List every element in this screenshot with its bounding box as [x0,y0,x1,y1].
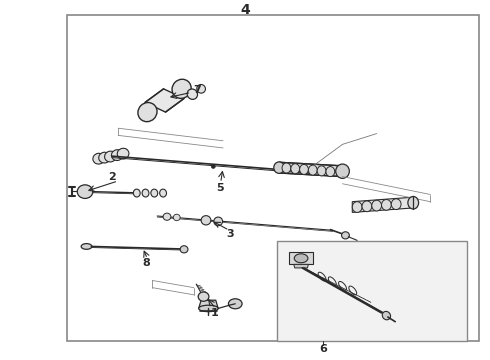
Ellipse shape [198,292,209,301]
Ellipse shape [372,200,382,211]
Text: 7: 7 [194,85,201,95]
Ellipse shape [172,79,191,98]
Ellipse shape [336,164,349,179]
Polygon shape [145,89,184,112]
Ellipse shape [382,311,391,320]
Ellipse shape [198,305,218,312]
Ellipse shape [408,197,418,209]
Ellipse shape [187,89,197,99]
Ellipse shape [308,165,317,175]
Ellipse shape [299,165,308,175]
Ellipse shape [142,189,149,197]
Ellipse shape [282,163,291,173]
Text: 1: 1 [211,308,219,318]
Polygon shape [352,197,411,212]
Ellipse shape [138,103,157,122]
Ellipse shape [77,185,93,198]
Ellipse shape [173,214,180,221]
Polygon shape [289,252,313,264]
Text: 4: 4 [240,3,250,17]
Ellipse shape [197,85,205,93]
Ellipse shape [180,246,188,253]
Ellipse shape [211,165,215,168]
Ellipse shape [294,254,308,263]
Text: 6: 6 [319,343,327,354]
Ellipse shape [352,202,362,212]
Ellipse shape [214,217,222,226]
Ellipse shape [104,151,116,162]
Ellipse shape [117,148,129,159]
Ellipse shape [342,232,349,239]
Text: 2: 2 [108,172,116,182]
Ellipse shape [160,189,167,197]
Polygon shape [279,162,343,177]
Ellipse shape [151,189,158,197]
Ellipse shape [93,153,104,164]
Text: 3: 3 [226,229,234,239]
Bar [67,15,479,341]
Text: 8: 8 [143,258,150,268]
Ellipse shape [163,213,171,220]
Ellipse shape [317,166,326,176]
Ellipse shape [382,199,392,210]
Ellipse shape [201,216,211,225]
Bar [277,241,467,341]
Ellipse shape [228,299,242,309]
Ellipse shape [291,164,299,174]
Polygon shape [198,300,218,309]
Ellipse shape [274,162,285,174]
Ellipse shape [392,199,401,210]
Ellipse shape [98,152,110,163]
Polygon shape [294,264,308,268]
Ellipse shape [111,150,123,161]
Ellipse shape [326,167,335,177]
Ellipse shape [362,201,372,212]
Ellipse shape [133,189,140,197]
Ellipse shape [81,244,92,249]
Text: 5: 5 [216,183,223,193]
